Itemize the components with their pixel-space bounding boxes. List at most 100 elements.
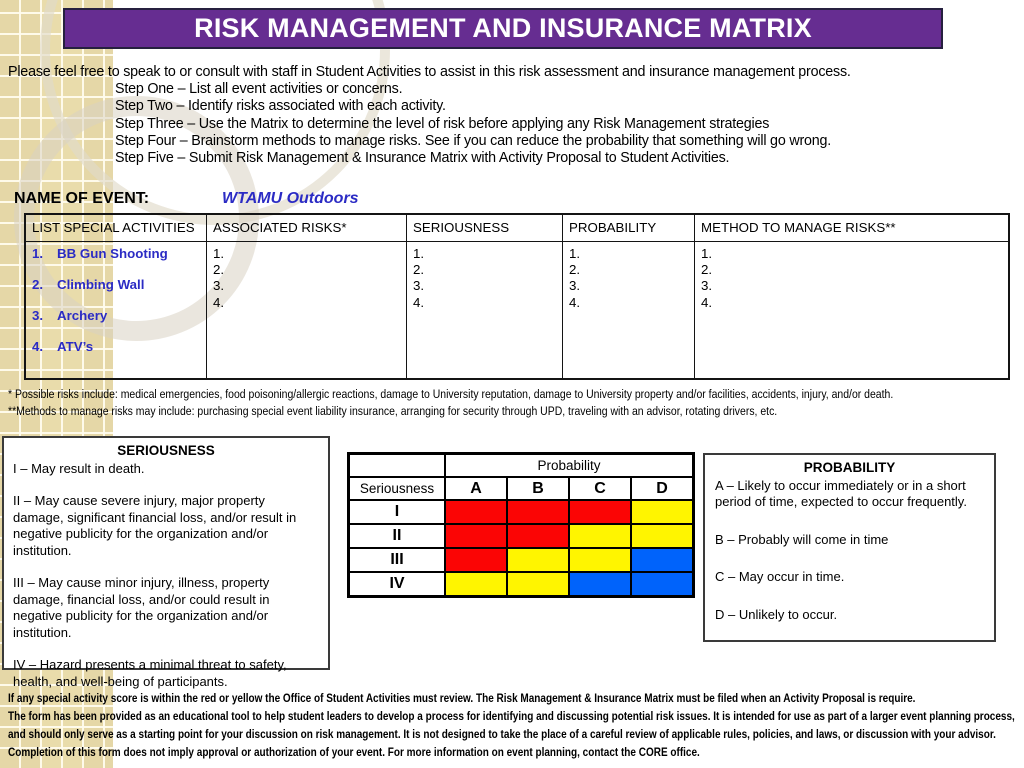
footnotes-block: * Possible risks include: medical emerge… (8, 386, 1011, 420)
footnote-possible-risks: * Possible risks include: medical emerge… (8, 387, 894, 401)
activities-table-header-row: LIST SPECIAL ACTIVITIES ASSOCIATED RISKS… (26, 215, 1008, 242)
matrix-probability-header: Probability (444, 452, 695, 478)
matrix-cell (568, 547, 632, 573)
probability-legend-box: PROBABILITY A – Likely to occur immediat… (703, 453, 996, 642)
matrix-seriousness-header: Seriousness (347, 476, 446, 501)
intro-block: Please feel free to speak to or consult … (8, 64, 988, 167)
column-header-seriousness: SERIOUSNESS (407, 215, 563, 241)
bottom-notes-block: If any special activity score is within … (8, 689, 1018, 761)
step-one-text: Step One – List all event activities or … (115, 81, 403, 98)
probability-cell: 1. 2. 3. 4. (563, 242, 695, 378)
placeholder-number: 3. (413, 278, 425, 294)
placeholder-number: 2. (413, 262, 425, 278)
seriousness-item-3: III – May cause minor injury, illness, p… (13, 575, 270, 640)
matrix-cell (568, 499, 632, 525)
matrix-column-header-d: D (630, 476, 695, 501)
step-four-text: Step Four – Brainstorm methods to manage… (115, 132, 832, 149)
placeholder-number: 1. (413, 246, 425, 261)
matrix-cell (444, 571, 508, 598)
activity-number: 3. (32, 308, 44, 323)
matrix-column-header-c: C (568, 476, 632, 501)
matrix-cell (444, 499, 508, 525)
event-name-label: NAME OF EVENT: (14, 190, 150, 207)
activities-list-cell: 1. BB Gun Shooting 2. Climbing Wall 3. A… (26, 242, 207, 378)
matrix-cell (444, 547, 508, 573)
risks-cell: 1. 2. 3. 4. (207, 242, 407, 378)
matrix-row-label-iv: IV (347, 571, 446, 598)
matrix-cell (630, 523, 695, 549)
activity-name: ATV’s (57, 339, 94, 354)
placeholder-number: 4. (701, 294, 713, 310)
seriousness-cell: 1. 2. 3. 4. (407, 242, 563, 378)
matrix-row-label-ii: II (347, 523, 446, 549)
placeholder-number: 2. (569, 262, 581, 278)
activity-name: Climbing Wall (57, 277, 145, 292)
step-five-text: Step Five – Submit Risk Management & Ins… (115, 150, 730, 167)
footnote-manage-methods: **Methods to manage risks may include: p… (8, 404, 778, 418)
event-name-value: WTAMU Outdoors (222, 190, 359, 207)
matrix-row-label-i: I (347, 499, 446, 525)
matrix-cell (630, 547, 695, 573)
step-three-text: Step Three – Use the Matrix to determine… (115, 115, 770, 132)
bottom-note-review: If any special activity score is within … (8, 691, 916, 705)
matrix-corner-cell (347, 452, 446, 478)
seriousness-item-2: II – May cause severe injury, major prop… (13, 493, 297, 558)
placeholder-number: 2. (213, 262, 225, 278)
activity-item: 3. Archery (32, 308, 202, 323)
activity-number: 1. (32, 246, 44, 261)
placeholder-number: 4. (213, 294, 225, 310)
activity-name: Archery (57, 308, 108, 323)
bottom-note-disclaimer: The form has been provided as an educati… (8, 709, 1015, 759)
placeholder-number: 2. (701, 262, 713, 278)
placeholder-number: 1. (701, 246, 713, 261)
seriousness-item-1: I – May result in death. (13, 460, 145, 476)
placeholder-number: 3. (569, 278, 581, 294)
placeholder-number: 1. (213, 246, 225, 261)
seriousness-legend-box: SERIOUSNESS I – May result in death. II … (2, 436, 330, 689)
activities-table: LIST SPECIAL ACTIVITIES ASSOCIATED RISKS… (24, 213, 1010, 380)
placeholder-number: 4. (569, 294, 581, 310)
column-header-probability: PROBABILITY (563, 215, 695, 241)
placeholder-number: 3. (701, 278, 713, 294)
title-banner: RISK MANAGEMENT AND INSURANCE MATRIX (63, 8, 943, 49)
placeholder-number: 3. (213, 278, 225, 294)
column-header-activities: LIST SPECIAL ACTIVITIES (26, 215, 207, 241)
placeholder-number: 1. (569, 246, 581, 261)
activity-number: 4. (32, 339, 44, 354)
matrix-cell (506, 547, 570, 573)
risk-matrix: Probability Seriousness A B C D I II (347, 452, 695, 598)
activity-name: BB Gun Shooting (57, 246, 168, 261)
placeholder-number: 4. (413, 294, 425, 310)
probability-item-b: B – Probably will come in time (715, 531, 889, 547)
page-title: RISK MANAGEMENT AND INSURANCE MATRIX (194, 13, 812, 43)
risk-matrix-table: Probability Seriousness A B C D I II (347, 452, 695, 598)
matrix-cell (444, 523, 508, 549)
step-two-text: Step Two – Identify risks associated wit… (115, 98, 446, 115)
matrix-column-header-b: B (506, 476, 570, 501)
matrix-cell (568, 523, 632, 549)
methods-cell: 1. 2. 3. 4. (695, 242, 1008, 378)
matrix-cell (630, 499, 695, 525)
matrix-cell (506, 523, 570, 549)
activities-table-body-row: 1. BB Gun Shooting 2. Climbing Wall 3. A… (26, 242, 1008, 378)
matrix-row-label-iii: III (347, 547, 446, 573)
matrix-cell (568, 571, 632, 598)
probability-item-c: C – May occur in time. (715, 569, 845, 584)
activity-item: 4. ATV’s (32, 339, 202, 354)
column-header-methods: METHOD TO MANAGE RISKS** (701, 220, 896, 235)
activity-number: 2. (32, 277, 44, 292)
matrix-cell (630, 571, 695, 598)
matrix-column-header-a: A (444, 476, 508, 501)
column-header-risks: ASSOCIATED RISKS* (207, 215, 407, 241)
matrix-cell (506, 571, 570, 598)
seriousness-legend-title: SERIOUSNESS (117, 443, 215, 458)
activity-item: 2. Climbing Wall (32, 277, 202, 292)
probability-item-a: A – Likely to occur immediately or in a … (715, 477, 967, 510)
probability-item-d: D – Unlikely to occur. (715, 606, 838, 622)
matrix-cell (506, 499, 570, 525)
probability-legend-title: PROBABILITY (803, 460, 896, 475)
seriousness-item-4: IV – Hazard presents a minimal threat to… (13, 657, 287, 689)
activity-item: 1. BB Gun Shooting (32, 246, 202, 261)
intro-lead-text: Please feel free to speak to or consult … (8, 64, 851, 80)
